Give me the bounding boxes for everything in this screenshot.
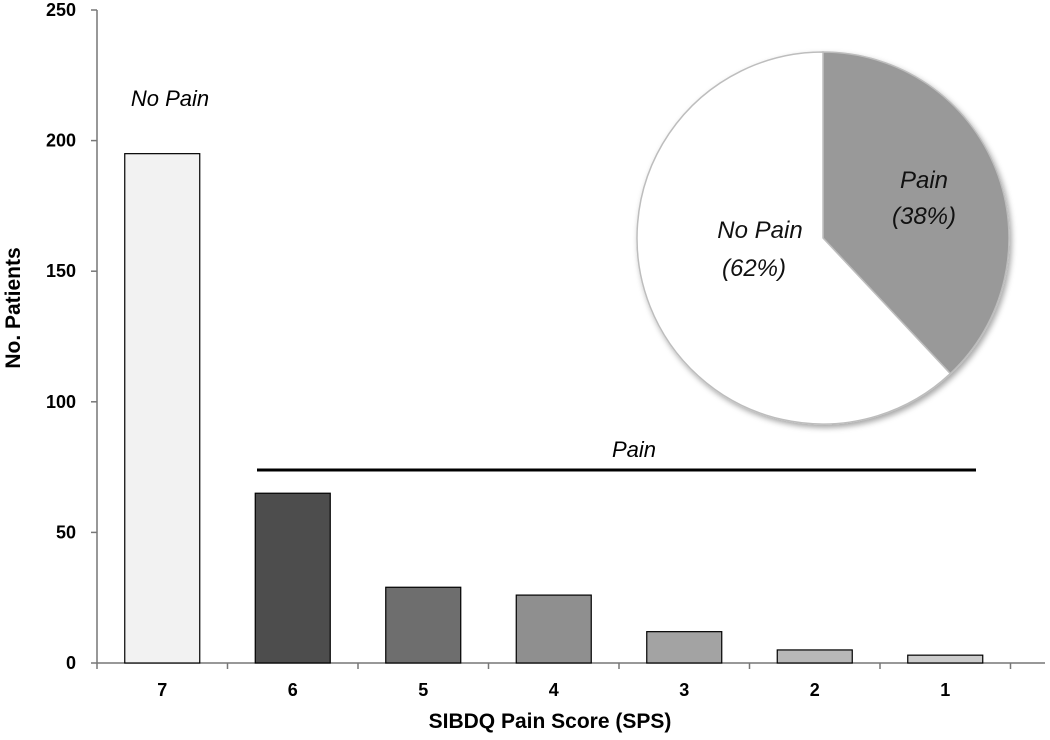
bar-sps-1 — [907, 654, 984, 664]
x-tick-label: 7 — [157, 680, 167, 700]
pie-percent-pain: (38%) — [892, 203, 956, 230]
annotation-pain: Pain — [612, 437, 656, 462]
pie-label-no-pain: No Pain — [717, 217, 802, 244]
bar-sps-6 — [254, 492, 331, 664]
y-axis-title: No. Patients — [2, 247, 25, 368]
bar-sps-7 — [124, 153, 201, 664]
y-tick-label: 50 — [56, 522, 76, 542]
pie-percent-no-pain: (62%) — [722, 255, 786, 282]
y-tick-label: 250 — [46, 0, 76, 20]
x-tick-label: 2 — [810, 680, 820, 700]
x-tick-label: 5 — [418, 680, 428, 700]
y-axis-ticks: 0 50 100 150 200 250 — [46, 0, 97, 673]
x-tick-label: 6 — [288, 680, 298, 700]
x-axis-ticks: 7 6 5 4 3 2 1 — [96, 663, 1012, 700]
x-tick-label: 4 — [549, 680, 559, 700]
bar-sps-5 — [385, 586, 462, 664]
y-tick-label: 150 — [46, 261, 76, 281]
annotation-no-pain: No Pain — [131, 86, 209, 111]
bar-sps-3 — [646, 631, 723, 664]
pie-slice-pain — [822, 51, 1010, 375]
bar-sps-4 — [515, 594, 592, 664]
pie-chart — [636, 51, 1010, 425]
bars — [124, 153, 984, 664]
x-tick-label: 1 — [940, 680, 950, 700]
bar-sps-2 — [776, 649, 853, 664]
y-tick-label: 0 — [66, 653, 76, 673]
x-axis-title: SIBDQ Pain Score (SPS) — [429, 710, 672, 733]
y-tick-label: 200 — [46, 131, 76, 151]
pie-label-pain: Pain — [900, 167, 948, 194]
y-tick-label: 100 — [46, 392, 76, 412]
pie-slice-no-pain — [636, 51, 952, 425]
x-tick-label: 3 — [679, 680, 689, 700]
